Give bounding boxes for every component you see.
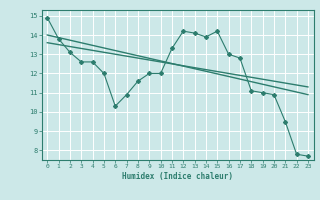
- X-axis label: Humidex (Indice chaleur): Humidex (Indice chaleur): [122, 172, 233, 181]
